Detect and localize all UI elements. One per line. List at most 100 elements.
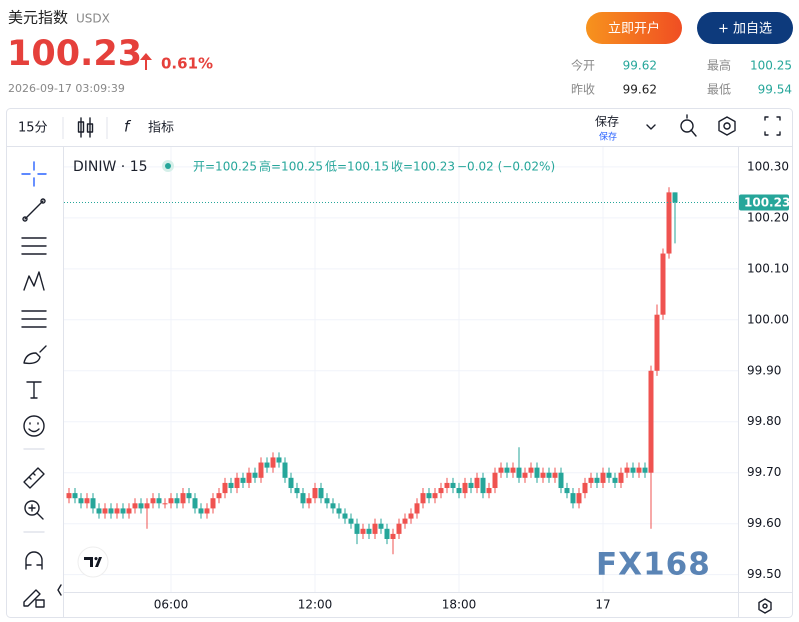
candle-body — [78, 498, 84, 504]
candle-body — [582, 482, 588, 494]
candle-body — [606, 472, 612, 478]
candle-type-icon[interactable] — [77, 117, 94, 138]
candle-body — [480, 477, 486, 494]
candle-body — [90, 498, 96, 509]
chart-frame — [6, 108, 793, 618]
candle-body — [180, 493, 186, 504]
save-sub[interactable]: 保存 — [599, 131, 617, 143]
y-tick-label: 100.20 — [747, 210, 789, 224]
candle-body — [516, 467, 522, 478]
candle-body — [522, 472, 528, 478]
stat-label: 昨收 — [571, 83, 595, 97]
candle-body — [228, 482, 234, 489]
alert-icon[interactable] — [680, 114, 697, 137]
legend-item: 高=100.25 — [259, 159, 323, 174]
candle-body — [402, 518, 408, 524]
candle-body — [138, 503, 144, 509]
x-tick-label: 06:00 — [154, 598, 189, 612]
candle-body — [504, 467, 510, 473]
candle-body — [120, 508, 126, 514]
price: 100.23 — [7, 34, 142, 74]
candle-body — [468, 482, 474, 489]
candle-body — [390, 533, 396, 539]
y-tick-label: 99.80 — [747, 414, 781, 428]
settings-icon[interactable] — [718, 116, 736, 136]
candle-body — [168, 498, 174, 504]
candle-body — [324, 498, 330, 504]
up-arrow — [140, 53, 152, 70]
x-tick-label: 18:00 — [442, 598, 477, 612]
drawing-tools[interactable] — [21, 161, 47, 608]
candle-body — [336, 508, 342, 514]
fx-icon[interactable]: f — [124, 118, 132, 136]
candle-body — [354, 523, 360, 534]
candle-body — [162, 503, 168, 505]
stat-value: 100.25 — [750, 59, 792, 73]
candle-body — [300, 493, 306, 504]
candle-body — [462, 482, 468, 494]
candle-body — [96, 508, 102, 514]
candle-body — [150, 498, 156, 504]
chevron[interactable] — [646, 124, 656, 130]
candle-body — [636, 467, 642, 473]
candle-body — [366, 528, 372, 534]
collapse-icon[interactable] — [57, 584, 62, 596]
stat-label: 今开 — [571, 58, 595, 73]
axis-settings-icon[interactable] — [758, 598, 772, 614]
candle-body — [126, 508, 132, 514]
candle-body — [378, 523, 384, 529]
candle-body — [546, 472, 552, 478]
legend-item: 低=100.15 — [325, 160, 389, 174]
y-tick-label: 99.90 — [747, 363, 781, 377]
open-account-button[interactable] — [586, 12, 682, 44]
candle-body — [528, 467, 534, 473]
candle-body — [576, 493, 582, 504]
candle-body — [474, 477, 480, 489]
open-account-label[interactable]: 立即开户 — [608, 21, 660, 37]
candle-body — [144, 503, 150, 509]
candle-body — [264, 462, 270, 468]
y-tick-label: 100.10 — [747, 261, 789, 275]
legend-item: −0.02 (−0.02%) — [457, 160, 555, 174]
candle-body — [72, 493, 78, 499]
candle-body — [330, 503, 336, 509]
candle-body — [486, 488, 492, 494]
y-tick-label: 99.70 — [747, 465, 781, 479]
candle-body — [558, 472, 564, 489]
candle-body — [108, 508, 114, 514]
candle-body — [132, 503, 138, 509]
stat-label: 最高 — [707, 58, 731, 73]
save[interactable]: 保存 — [595, 115, 619, 129]
x-tick-label: 17 — [595, 598, 610, 612]
candle-body — [216, 493, 222, 499]
watchlist-label[interactable]: + 加自选 — [718, 22, 772, 37]
title: 美元指数 — [8, 9, 68, 27]
candle-body — [624, 467, 630, 473]
candle-body — [618, 472, 624, 483]
candle-body — [246, 472, 252, 483]
x-tick-label: 12:00 — [298, 598, 333, 612]
candle-body — [282, 462, 288, 478]
candle-body — [444, 482, 450, 489]
candle-body — [276, 457, 282, 463]
fullscreen-icon[interactable] — [764, 116, 781, 136]
candle-body — [408, 513, 414, 519]
candle-body — [384, 528, 390, 539]
candle-body — [240, 477, 246, 483]
interval[interactable]: 15分 — [18, 121, 48, 136]
candle-body — [84, 498, 90, 504]
last-price-label: 100.23 — [744, 196, 790, 210]
legend-item: 开=100.25 — [193, 160, 257, 174]
watchlist-button[interactable] — [697, 12, 793, 44]
y-tick-label: 99.60 — [747, 516, 781, 530]
candle-body — [588, 477, 594, 483]
candle-body — [186, 493, 192, 499]
stat-value: 99.62 — [623, 83, 657, 97]
symbol: DINIW · 15 — [73, 159, 148, 175]
indicators[interactable]: 指标 — [148, 121, 174, 136]
candle-body — [270, 457, 276, 468]
candle-body — [420, 493, 426, 504]
candle-body — [492, 472, 498, 489]
y-tick-label: 99.50 — [747, 567, 781, 581]
